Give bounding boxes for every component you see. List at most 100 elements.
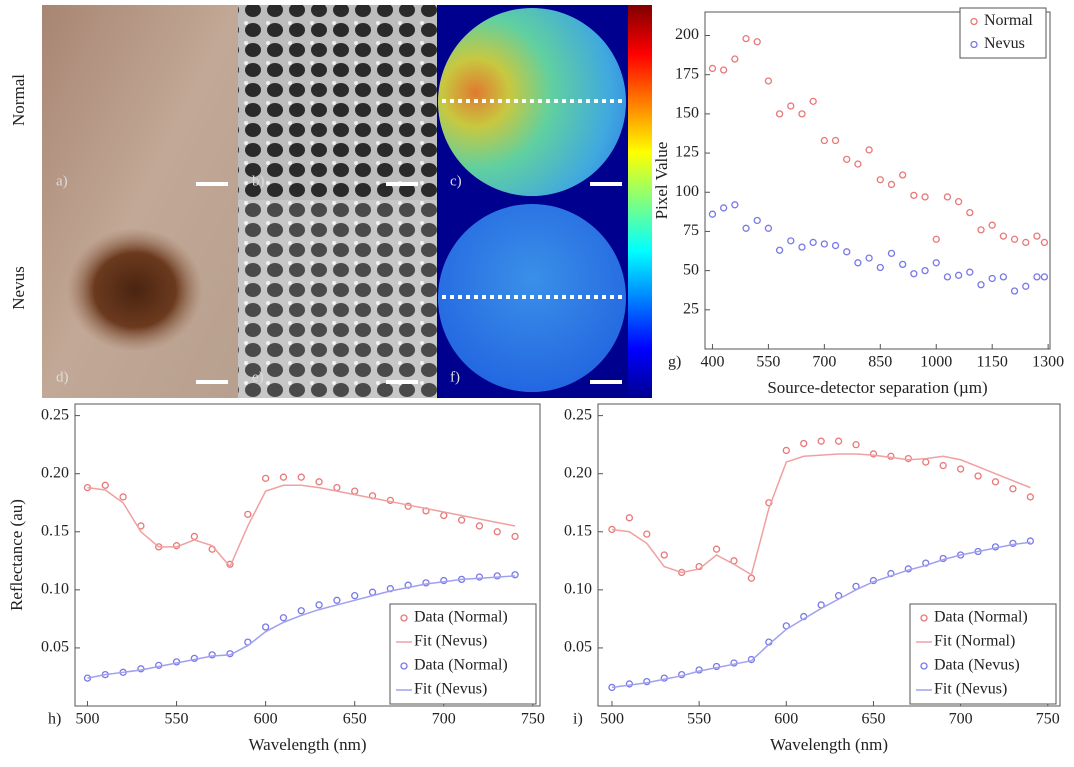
data-point (798, 243, 806, 251)
x-tick-label: 400 (700, 354, 724, 371)
data-point (351, 592, 359, 600)
legend-label: Data (Normal) (414, 609, 508, 626)
y-tick-label: 200 (675, 26, 699, 43)
legend-label: Fit (Nevus) (414, 633, 487, 650)
plot-area (74, 403, 541, 707)
fit-line (611, 453, 1031, 576)
fit-line (87, 575, 516, 679)
legend-swatch (970, 40, 978, 49)
data-point (787, 102, 795, 110)
data-point (775, 246, 784, 254)
legend-label: Data (Normal) (414, 657, 508, 674)
data-point (119, 493, 127, 501)
data-point (625, 514, 634, 522)
y-tick-label: 0.10 (564, 581, 592, 598)
x-tick-label: 500 (600, 711, 624, 728)
data-point (708, 64, 717, 73)
data-point (643, 530, 651, 538)
data-point (625, 680, 634, 688)
legend-swatch (400, 614, 408, 622)
data-point (798, 110, 806, 118)
data-point (999, 273, 1008, 281)
data-point (974, 472, 982, 480)
data-point (887, 249, 896, 258)
data-point (988, 274, 996, 283)
data-point (865, 254, 873, 262)
data-point (747, 574, 756, 582)
legend-label: Fit (Normal) (934, 633, 1015, 650)
data-point (101, 481, 109, 489)
x-axis-label: Wavelength (nm) (248, 735, 366, 754)
data-point (809, 238, 817, 247)
y-tick-label: 0.20 (41, 464, 69, 481)
data-point (440, 511, 448, 520)
data-point (333, 483, 341, 492)
data-point (787, 237, 795, 245)
legend-box (389, 603, 537, 705)
legend-label: Nevus (984, 35, 1025, 52)
data-point (1010, 287, 1019, 295)
data-point (854, 259, 862, 267)
image-panels: a) b) c) d) e) f) Normal Nevus (9, 5, 652, 398)
y-tick-label: 0.20 (564, 464, 592, 481)
data-point (368, 588, 377, 596)
legend-swatch (970, 17, 978, 26)
data-point (843, 248, 851, 256)
panel-label: b) (252, 173, 265, 189)
data-point (742, 224, 750, 232)
data-point (261, 623, 270, 631)
panel-label: d) (56, 369, 69, 385)
data-point (475, 573, 484, 581)
legend-label: Fit (Nevus) (414, 681, 487, 698)
x-tick-label: 700 (949, 711, 973, 728)
micro-image-nevus (238, 200, 437, 398)
data-point (753, 38, 761, 46)
data-point (954, 198, 963, 206)
data-point (876, 176, 884, 184)
data-point (764, 224, 773, 232)
data-point (956, 465, 965, 473)
y-tick-label: 0.15 (564, 522, 592, 539)
data-point (943, 193, 952, 201)
y-tick-label: 150 (675, 105, 699, 122)
x-tick-label: 500 (75, 711, 99, 728)
x-tick-label: 550 (165, 711, 189, 728)
y-tick-label: 0.25 (41, 406, 69, 423)
x-tick-label: 550 (687, 711, 711, 728)
micro-image-normal (238, 5, 437, 200)
data-point (511, 571, 519, 579)
data-point (966, 208, 974, 217)
data-point (493, 528, 501, 536)
data-point (244, 510, 252, 518)
nevus-spot (67, 228, 203, 352)
y-tick-label: 0.15 (41, 522, 69, 539)
y-tick-label: 0.05 (564, 639, 592, 656)
data-point (315, 601, 323, 609)
data-point (719, 204, 728, 212)
data-point (809, 97, 817, 105)
panel-label: h) (48, 711, 61, 728)
data-point (1026, 537, 1035, 545)
data-point (1026, 493, 1035, 501)
data-point (1022, 238, 1030, 247)
data-point (817, 437, 825, 445)
data-point (1040, 273, 1049, 281)
data-point (1033, 273, 1041, 281)
legend-label: Data (Normal) (934, 609, 1028, 626)
data-point (943, 273, 952, 281)
data-point (1009, 539, 1017, 548)
data-point (910, 191, 918, 200)
x-tick-label: 1000 (920, 354, 952, 371)
data-point (1040, 238, 1049, 247)
y-tick-label: 0.05 (41, 639, 69, 656)
y-axis-label: Pixel Value (652, 142, 671, 220)
data-point (831, 136, 840, 145)
data-point (852, 441, 860, 449)
data-point (315, 478, 323, 486)
colorbar (628, 5, 652, 398)
data-point (1009, 485, 1017, 493)
data-point (831, 241, 840, 250)
fit-line (611, 541, 1031, 689)
data-point (904, 454, 912, 463)
data-point (988, 221, 996, 229)
